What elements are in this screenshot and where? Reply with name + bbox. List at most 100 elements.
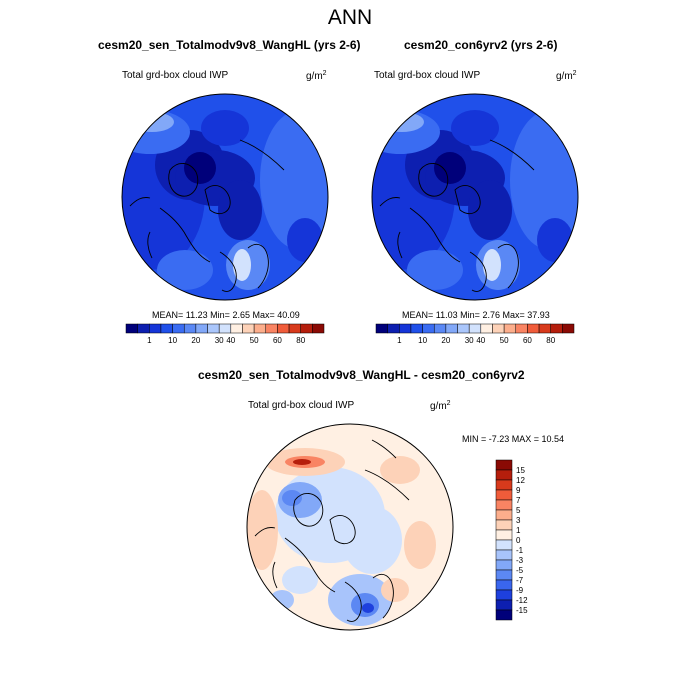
- panel1-stats: MEAN= 11.23 Min= 2.65 Max= 40.09: [152, 310, 300, 320]
- panel3-colorbar-tick-label: 9: [516, 486, 521, 495]
- panel3-colorbar-box: [495, 599, 513, 611]
- panel1-colorbar-box: [253, 323, 267, 334]
- panel1-colorbar: 1 10 20 30 40 50 60 80: [125, 323, 325, 345]
- panel3-colorbar-box: [495, 519, 513, 531]
- panel1-min-label: Min=: [210, 310, 230, 320]
- panel1-colorbar-box: [160, 323, 173, 334]
- panel3-colorbar-box: [495, 609, 513, 621]
- panel2-colorbar-box: [480, 323, 493, 334]
- panel2-map-fill: [372, 94, 578, 300]
- panel1-units-label: g/m2: [306, 70, 327, 82]
- panel1-colorbar-box: [207, 323, 220, 334]
- panel2-colorbar-box: [433, 323, 447, 334]
- panel2-mean-value: 11.03: [435, 310, 458, 320]
- panel2-max-label: Max=: [502, 310, 525, 320]
- panel3-colorbar-box: [495, 539, 513, 551]
- panel1-colorbar-box: [183, 323, 197, 334]
- panel3-colorbar-tick-label: 15: [516, 466, 525, 475]
- panel3-colorbar-box: [495, 589, 513, 601]
- panel2-colorbar-box: [445, 323, 458, 334]
- panel2-colorbar-box: [375, 323, 388, 334]
- panel1-colorbar-box: [265, 323, 278, 334]
- panel1-colorbar-box: [218, 323, 232, 334]
- panel1-colorbar-box: [125, 323, 138, 334]
- panel1-colorbar-tick-label: 20: [191, 336, 200, 345]
- panel2-colorbar-box: [538, 323, 551, 334]
- panel3-colorbar-box: [495, 479, 513, 491]
- panel2-colorbar-tick-label: 60: [523, 336, 532, 345]
- panel2-colorbar-tick-label: 40: [476, 336, 485, 345]
- panel2-min-label: Min=: [460, 310, 480, 320]
- panel3-colorbar-box: [495, 549, 513, 561]
- panel2-colorbar-box: [468, 323, 482, 334]
- panel2-colorbar-box: [562, 323, 575, 334]
- panel1-colorbar-box: [149, 323, 162, 334]
- panel3-colorbar-tick-label: -3: [516, 556, 524, 565]
- panel1-map-fill: [122, 94, 328, 300]
- panel1-mean-label: MEAN=: [152, 310, 184, 320]
- panel1-max-label: Max=: [252, 310, 275, 320]
- panel3-colorbar-box: [495, 579, 513, 591]
- panel1-colorbar-tick-label: 60: [273, 336, 282, 345]
- panel3-colorbar-tick-label: -7: [516, 576, 524, 585]
- panel2-colorbar-box: [410, 323, 423, 334]
- panel3-colorbar-box: [495, 529, 513, 541]
- panel3-colorbar-box: [495, 559, 513, 571]
- panel2-colorbar-tick-label: 50: [500, 336, 509, 345]
- panel3-coastlines: [254, 439, 410, 622]
- panel3-colorbar-tick-label: 12: [516, 476, 525, 485]
- panel1-colorbar-tick-label: 50: [250, 336, 259, 345]
- panel2-colorbar-tick-label: 80: [546, 336, 555, 345]
- panel2-colorbar-box: [387, 323, 400, 334]
- panel3-variable-label: Total grd-box cloud IWP: [248, 400, 355, 411]
- panel1-colorbar-tick-label: 30: [215, 336, 224, 345]
- panel3-colorbar-tick-label: -12: [516, 596, 528, 605]
- panel1-colorbar-tick-label: 10: [168, 336, 177, 345]
- panel2-colorbar-box: [527, 323, 540, 334]
- panel3-map: [246, 423, 454, 631]
- panel1-min-value: 2.65: [232, 310, 250, 320]
- panel3-colorbar-box: [495, 509, 513, 521]
- panel1-colorbar-tick-label: 40: [226, 336, 235, 345]
- panel1-colorbar-box: [300, 323, 313, 334]
- panel2-colorbar-box: [503, 323, 517, 334]
- panel1-max-value: 40.09: [277, 310, 300, 320]
- panel1-variable-label: Total grd-box cloud IWP: [122, 70, 229, 81]
- panel1-colorbar-box: [312, 323, 325, 334]
- panel3-map-border: [246, 423, 454, 631]
- panel2-variable-label: Total grd-box cloud IWP: [374, 70, 481, 81]
- panel2-colorbar-box: [422, 323, 435, 334]
- panel2-colorbar-box: [399, 323, 412, 334]
- panel3-colorbar-tick-label: -5: [516, 566, 524, 575]
- panel2-min-value: 2.76: [482, 310, 500, 320]
- panel2-mean-label: MEAN=: [402, 310, 434, 320]
- panel3-stats: MIN = -7.23 MAX = 10.54: [462, 434, 565, 444]
- panel1-map: [121, 93, 329, 301]
- panel3-colorbar-tick-label: -9: [516, 586, 524, 595]
- panel1-colorbar-box: [172, 323, 185, 334]
- panel1-map-border: [121, 93, 329, 301]
- panel1-colorbar-box: [137, 323, 150, 334]
- panel3-units-label: g/m2: [430, 400, 451, 412]
- panel3-colorbar-box: [495, 499, 513, 511]
- panel1-colorbar-box: [242, 323, 255, 334]
- panel3-colorbar-box: [495, 459, 513, 471]
- panel2-map: [371, 93, 579, 301]
- panel3-colorbar-box: [495, 489, 513, 501]
- panel1-colorbar-tick-label: 1: [147, 336, 152, 345]
- panel2-coastlines: [379, 139, 535, 292]
- panel3-colorbar-box: [495, 469, 513, 481]
- panel2-colorbar-box: [550, 323, 563, 334]
- panel3-colorbar-tick-label: -1: [516, 546, 524, 555]
- panel2-colorbar-tick-label: 10: [418, 336, 427, 345]
- panel3-map-fill: [247, 424, 453, 630]
- panel2-map-border: [371, 93, 579, 301]
- panel3-colorbar-tick-label: 7: [516, 496, 521, 505]
- panel2-colorbar-box: [457, 323, 470, 334]
- panel2-colorbar: 1 10 20 30 40 50 60 80: [375, 323, 575, 345]
- panel2-colorbar-tick-label: 30: [465, 336, 474, 345]
- panel2-colorbar-tick-label: 1: [397, 336, 402, 345]
- panel2-title: cesm20_con6yrv2 (yrs 2-6): [404, 38, 558, 52]
